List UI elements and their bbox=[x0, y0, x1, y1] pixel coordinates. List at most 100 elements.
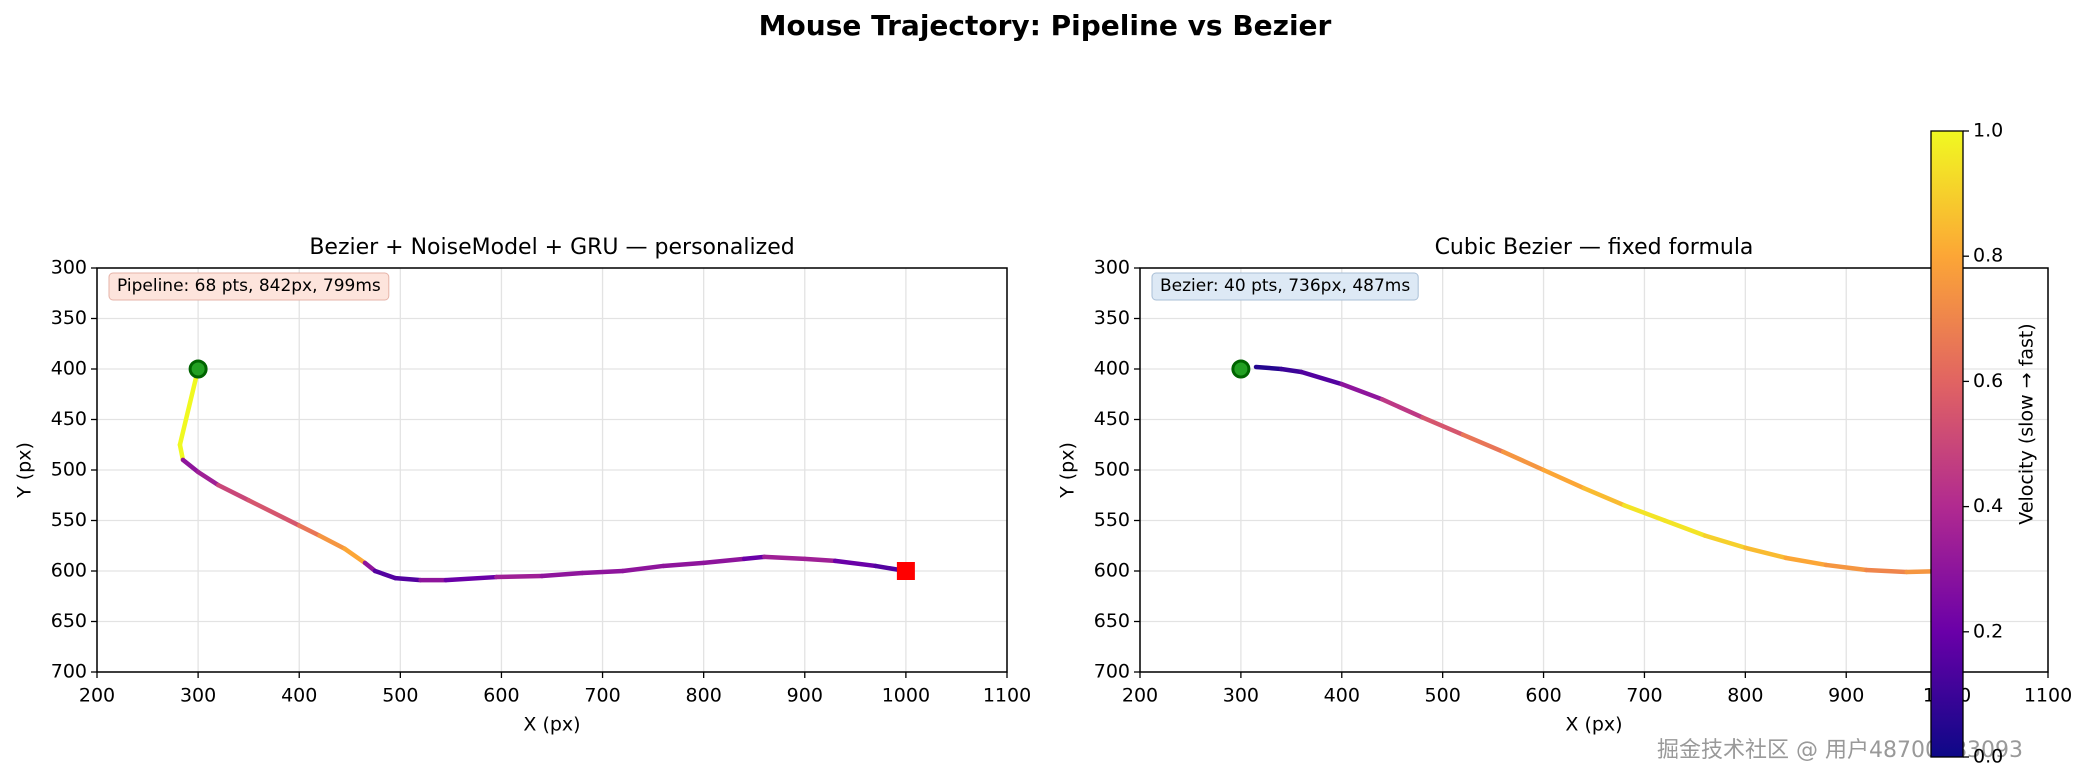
trajectory-segment bbox=[1500, 449, 1546, 473]
trajectory-segment bbox=[1379, 397, 1425, 420]
start-marker bbox=[1231, 359, 1251, 379]
trajectory-segment bbox=[832, 558, 878, 569]
end-marker bbox=[896, 562, 915, 580]
x-tick-label: 400 bbox=[1324, 685, 1360, 707]
chart-title: Bezier + NoiseModel + GRU — personalized bbox=[309, 235, 794, 260]
trajectory-segment bbox=[1541, 467, 1587, 491]
x-tick-label: 400 bbox=[281, 685, 317, 707]
x-tick-label: 500 bbox=[1425, 685, 1461, 707]
trajectory-segment bbox=[1339, 381, 1385, 402]
x-tick-label: 800 bbox=[1727, 685, 1763, 707]
x-tick-label: 600 bbox=[1525, 685, 1561, 707]
trajectory-segment bbox=[1420, 415, 1466, 437]
trajectory-segment bbox=[1253, 364, 1284, 372]
colorbar-tick-label: 0.4 bbox=[1973, 495, 2003, 517]
y-tick-label: 700 bbox=[1094, 661, 1130, 683]
trajectory-segment bbox=[539, 570, 585, 579]
x-tick-label: 600 bbox=[483, 685, 519, 707]
axes-frame bbox=[1139, 267, 2049, 673]
x-tick-label: 900 bbox=[787, 685, 823, 707]
x-tick-label: 900 bbox=[1828, 685, 1864, 707]
axes-frame bbox=[96, 267, 1008, 673]
trajectory-segment bbox=[1662, 518, 1708, 538]
trajectory-segment bbox=[660, 560, 706, 569]
colorbar bbox=[1930, 130, 1964, 758]
trajectory-segment bbox=[1299, 369, 1345, 387]
y-tick-label: 350 bbox=[1094, 307, 1130, 329]
trajectory-segment bbox=[1783, 555, 1829, 568]
y-tick-label: 500 bbox=[1094, 459, 1130, 481]
trajectory-segment bbox=[741, 554, 767, 562]
y-axis-label: Y (px) bbox=[1057, 442, 1079, 499]
trajectory-segment bbox=[1278, 366, 1304, 375]
annotation-box bbox=[108, 272, 390, 301]
annotation: Bezier: 40 pts, 736px, 487ms bbox=[1160, 276, 1410, 296]
x-tick-label: 700 bbox=[584, 685, 620, 707]
trajectory-segment bbox=[216, 482, 251, 503]
y-tick-label: 450 bbox=[51, 408, 87, 430]
x-tick-label: 700 bbox=[1626, 685, 1662, 707]
y-tick-label: 400 bbox=[1094, 358, 1130, 380]
y-tick-label: 650 bbox=[51, 610, 87, 632]
x-tick-label: 1100 bbox=[983, 685, 1031, 707]
trajectory-segment bbox=[580, 568, 626, 576]
trajectory-segment bbox=[317, 533, 347, 552]
x-axis-label: X (px) bbox=[1565, 714, 1622, 736]
trajectory-segment bbox=[296, 523, 322, 538]
y-axis-label: Y (px) bbox=[14, 442, 36, 499]
trajectory-segment bbox=[1823, 562, 1869, 573]
trajectory-segment bbox=[443, 574, 499, 583]
trajectory-segment bbox=[802, 556, 838, 564]
y-tick-label: 550 bbox=[1094, 509, 1130, 531]
trajectory-segment bbox=[1702, 533, 1748, 551]
y-tick-label: 700 bbox=[51, 661, 87, 683]
trajectory-segment bbox=[701, 556, 747, 566]
trajectory-segment bbox=[762, 554, 808, 562]
colorbar-label: Velocity (slow → fast) bbox=[2016, 323, 2038, 524]
trajectory-segment bbox=[246, 498, 302, 528]
figure-title: Mouse Trajectory: Pipeline vs Bezier bbox=[759, 9, 1332, 42]
colorbar-tick-label: 0.8 bbox=[1973, 245, 2003, 267]
watermark: 掘金技术社区 @ 用户48700183093 bbox=[1657, 738, 2023, 763]
colorbar-tick-label: 0.6 bbox=[1973, 370, 2003, 392]
y-tick-label: 600 bbox=[51, 560, 87, 582]
y-tick-label: 450 bbox=[1094, 408, 1130, 430]
trajectory-segment bbox=[1581, 485, 1627, 508]
trajectory-segment bbox=[620, 563, 666, 574]
x-tick-label: 200 bbox=[79, 685, 115, 707]
trajectory-segment bbox=[372, 568, 398, 581]
trajectory-segment bbox=[393, 575, 423, 583]
trajectory-segment bbox=[177, 442, 186, 463]
y-tick-label: 300 bbox=[1094, 257, 1130, 279]
colorbar-tick-label: 1.0 bbox=[1973, 120, 2003, 142]
x-tick-label: 500 bbox=[382, 685, 418, 707]
annotation: Pipeline: 68 pts, 842px, 799ms bbox=[117, 276, 381, 296]
trajectory-segment bbox=[1743, 545, 1788, 561]
x-axis-label: X (px) bbox=[523, 714, 580, 736]
colorbar-tick-label: 0.2 bbox=[1973, 620, 2003, 642]
start-marker bbox=[188, 359, 208, 379]
trajectory-segment bbox=[342, 546, 368, 566]
trajectory-segment bbox=[494, 573, 545, 580]
y-tick-label: 400 bbox=[51, 358, 87, 380]
y-tick-label: 650 bbox=[1094, 610, 1130, 632]
y-tick-label: 600 bbox=[1094, 560, 1130, 582]
x-tick-label: 1000 bbox=[882, 685, 930, 707]
y-tick-label: 300 bbox=[51, 257, 87, 279]
trajectory-segment bbox=[1864, 567, 1910, 575]
y-tick-label: 350 bbox=[51, 307, 87, 329]
y-tick-label: 500 bbox=[51, 459, 87, 481]
x-tick-label: 1100 bbox=[2024, 685, 2072, 707]
x-tick-label: 200 bbox=[1122, 685, 1158, 707]
trajectory-segment bbox=[195, 469, 221, 488]
x-tick-label: 300 bbox=[180, 685, 216, 707]
trajectory-segment bbox=[1460, 432, 1506, 455]
annotation-box bbox=[1151, 272, 1419, 301]
y-tick-label: 550 bbox=[51, 509, 87, 531]
trajectory-segment bbox=[1622, 503, 1667, 523]
trajectory-segment bbox=[180, 457, 201, 475]
x-tick-label: 800 bbox=[686, 685, 722, 707]
x-tick-label: 300 bbox=[1223, 685, 1259, 707]
trajectory-segment bbox=[177, 366, 201, 447]
